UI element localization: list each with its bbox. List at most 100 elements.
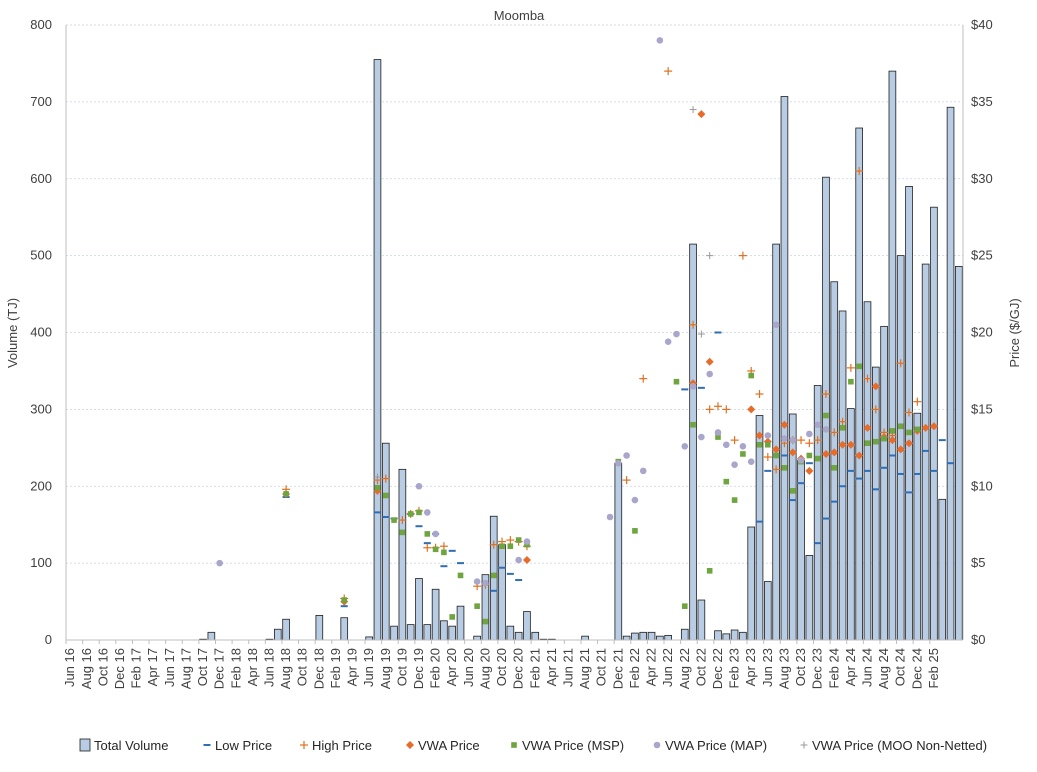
y-tick-label: 700: [30, 94, 52, 109]
vwa-msp-marker: [914, 426, 921, 433]
x-tick-label: Jun 20: [461, 648, 476, 687]
vwa-map-marker: [822, 426, 830, 433]
vwa-map-marker: [615, 459, 622, 467]
vwa-msp-marker: [823, 412, 829, 419]
vwa-price-marker: [888, 436, 897, 445]
vwa-msp-marker: [490, 572, 497, 579]
vwa-map-marker: [706, 370, 713, 378]
vwa-map-marker: [806, 430, 813, 438]
vwa-price-marker: [780, 420, 789, 429]
volume-bar: [714, 630, 722, 641]
vwa-price-marker: [522, 556, 531, 565]
x-tick-label: Oct 22: [693, 648, 708, 686]
legend-swatch-vwa-price-marker: [406, 741, 414, 749]
x-tick-label: Jun 16: [62, 648, 77, 687]
x-tick-label: Apr 24: [843, 648, 858, 686]
volume-bar: [406, 624, 415, 641]
x-tick-label: Feb 23: [727, 648, 742, 688]
x-tick-label: Dec 24: [909, 648, 924, 689]
legend-swatch-volume: [79, 738, 91, 752]
volume-bar: [390, 625, 398, 641]
chart-title: Moomba: [494, 8, 545, 23]
x-tick-label: Dec 20: [511, 648, 526, 689]
volume-bar: [373, 59, 382, 641]
x-tick-label: Apr 19: [345, 648, 360, 686]
volume-bar: [955, 265, 963, 641]
volume-bar: [913, 412, 922, 641]
x-tick-label: Oct 21: [594, 648, 609, 686]
vwa-map-marker: [714, 429, 722, 436]
y-tick-label: 0: [45, 632, 52, 647]
vwa-price-marker: [855, 451, 864, 460]
x-tick-label: Dec 21: [610, 648, 625, 689]
x-tick-label: Feb 21: [527, 648, 542, 688]
volume-bar: [747, 526, 756, 641]
x-tick-label: Feb 22: [627, 648, 642, 688]
y2-tick-labels: $0 $5 $10 $15 $20 $25 $30 $35 $40: [971, 17, 993, 647]
volume-bar: [473, 635, 481, 641]
vwa-map-marker: [482, 579, 489, 587]
vwa-msp-marker: [673, 378, 680, 385]
x-tick-label: Apr 20: [444, 648, 459, 686]
markers: [216, 37, 955, 625]
vwa-map-marker: [689, 383, 697, 390]
legend: Total Volume Low Price High Price VWA Price…: [79, 738, 987, 753]
x-tick-label: Feb 19: [328, 648, 343, 688]
y-tick-label: 200: [30, 478, 52, 493]
volume-bar: [448, 625, 457, 641]
y2-tick-label: $10: [971, 478, 993, 493]
x-tick-label: Dec 18: [311, 648, 326, 689]
legend-label: Total Volume: [94, 738, 168, 753]
volume-bar: [838, 310, 847, 641]
x-tick-label: Dec 22: [710, 648, 725, 689]
vwa-map-marker: [639, 467, 647, 475]
vwa-msp-marker: [432, 546, 439, 553]
y2-tick-label: $20: [971, 325, 993, 340]
vwa-price-marker: [921, 423, 930, 432]
volume-bar: [423, 624, 432, 641]
vwa-map-marker: [747, 458, 755, 465]
vwa-msp-marker: [889, 428, 896, 434]
legend-label: Low Price: [215, 738, 272, 753]
vwa-msp-marker: [424, 531, 431, 537]
volume-bar: [664, 634, 672, 641]
vwa-msp-marker: [856, 363, 862, 370]
x-tick-label: Feb 25: [926, 648, 941, 688]
vwa-map-marker: [523, 538, 531, 545]
vwa-msp-marker: [740, 451, 746, 457]
volume-bar: [622, 635, 631, 641]
vwa-map-marker: [656, 37, 664, 44]
vwa-msp-marker: [507, 543, 514, 550]
legend-label: VWA Price (MOO Non-Netted): [812, 738, 987, 753]
x-tick-label: Apr 21: [544, 648, 559, 686]
vwa-msp-marker: [632, 528, 638, 534]
vwa-msp-marker: [391, 517, 397, 523]
volume-bar: [739, 631, 747, 641]
x-tick-label: Feb 18: [228, 648, 243, 688]
vwa-map-marker: [515, 556, 522, 564]
x-tick-label: Aug 24: [876, 648, 891, 689]
volume-bar: [631, 632, 639, 641]
vwa-map-marker: [797, 456, 805, 464]
x-tick-label: Feb 24: [826, 648, 841, 688]
y2-tick-label: $15: [971, 401, 993, 416]
volume-bar: [398, 468, 407, 641]
vwa-price-marker: [905, 439, 914, 448]
volume-bar: [697, 599, 706, 641]
x-tick-label: Aug 18: [278, 648, 293, 689]
y-tick-label: 400: [30, 325, 52, 340]
x-tick-label: Aug 17: [178, 648, 193, 689]
vwa-price-marker: [863, 423, 872, 432]
volume-bar: [805, 555, 814, 641]
volume-bar: [888, 70, 897, 641]
legend-label: VWA Price (MAP): [665, 738, 767, 753]
y2-tick-label: $25: [971, 248, 993, 263]
vwa-map-marker: [415, 482, 423, 490]
vwa-map-marker: [606, 513, 614, 521]
volume-bar: [415, 578, 423, 641]
vwa-msp-marker: [681, 603, 688, 609]
vwa-msp-marker: [831, 465, 838, 471]
x-tick-label: Dec 19: [411, 648, 426, 689]
x-tick-label: Apr 23: [743, 648, 758, 686]
y-tick-label: 500: [30, 248, 52, 263]
